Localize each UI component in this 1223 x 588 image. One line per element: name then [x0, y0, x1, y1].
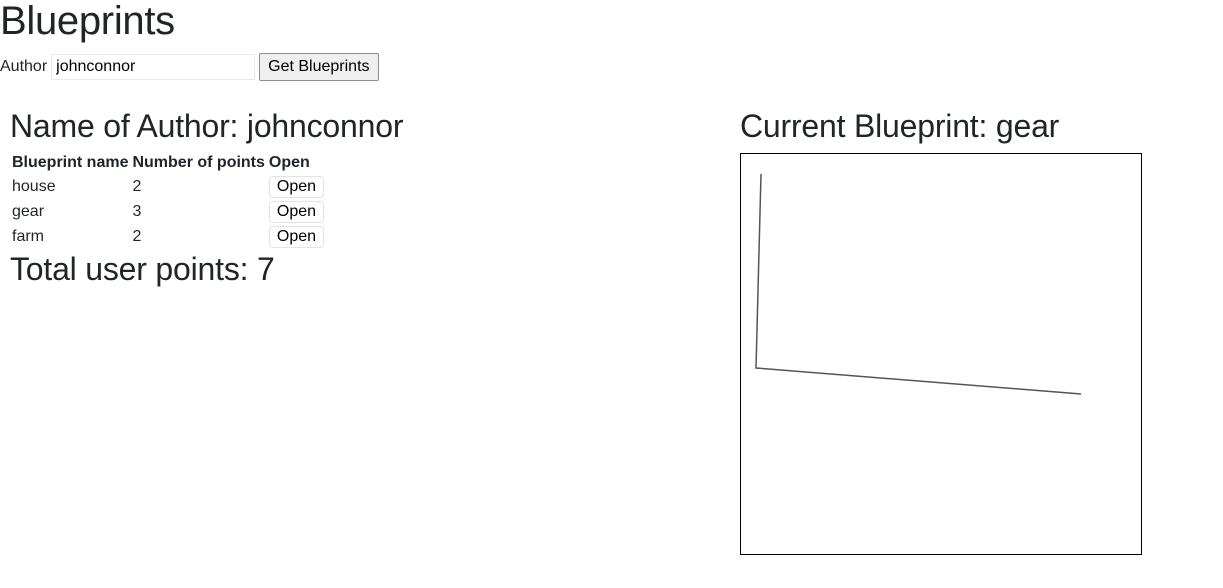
current-blueprint-heading: Current Blueprint: gear: [740, 108, 1060, 144]
author-name-heading: Name of Author: johnconnor: [10, 108, 404, 144]
author-input[interactable]: [51, 54, 256, 80]
table-row: farm 2 Open: [10, 224, 326, 249]
points-cell: 3: [132, 202, 142, 220]
blueprints-table: Blueprint name Number of points Open hou…: [10, 152, 326, 249]
current-blueprint-panel: Current Blueprint: gear: [740, 106, 1142, 555]
author-label: Author: [0, 58, 48, 75]
open-cell: Open: [267, 224, 326, 249]
blueprint-name-cell: house: [12, 177, 56, 195]
open-cell: Open: [267, 174, 326, 199]
get-blueprints-button[interactable]: Get Blueprints: [259, 53, 379, 81]
open-cell: Open: [267, 199, 326, 224]
author-blueprints-panel: Name of Author: johnconnor Blueprint nam…: [10, 106, 570, 289]
page-title: Blueprints: [0, 0, 175, 43]
open-gear-button[interactable]: Open: [268, 200, 325, 223]
open-house-button[interactable]: Open: [268, 175, 325, 198]
table-row: gear 3 Open: [10, 199, 326, 224]
blueprint-canvas[interactable]: [740, 153, 1142, 555]
total-user-points: Total user points: 7: [10, 251, 275, 287]
blueprint-name-cell: gear: [12, 202, 45, 220]
author-form: Author Get Blueprints: [0, 52, 379, 82]
header-open: Open: [268, 154, 310, 171]
table-row: house 2 Open: [10, 174, 326, 199]
table-header-row: Blueprint name Number of points Open: [10, 152, 326, 174]
blueprint-polyline: [755, 173, 1082, 395]
blueprint-drawing: [755, 173, 1082, 395]
header-number-of-points: Number of points: [132, 154, 265, 171]
blueprint-name-cell: farm: [12, 227, 44, 245]
points-cell: 2: [132, 227, 142, 245]
open-farm-button[interactable]: Open: [268, 225, 325, 248]
header-blueprint-name: Blueprint name: [12, 154, 129, 171]
points-cell: 2: [132, 177, 142, 195]
